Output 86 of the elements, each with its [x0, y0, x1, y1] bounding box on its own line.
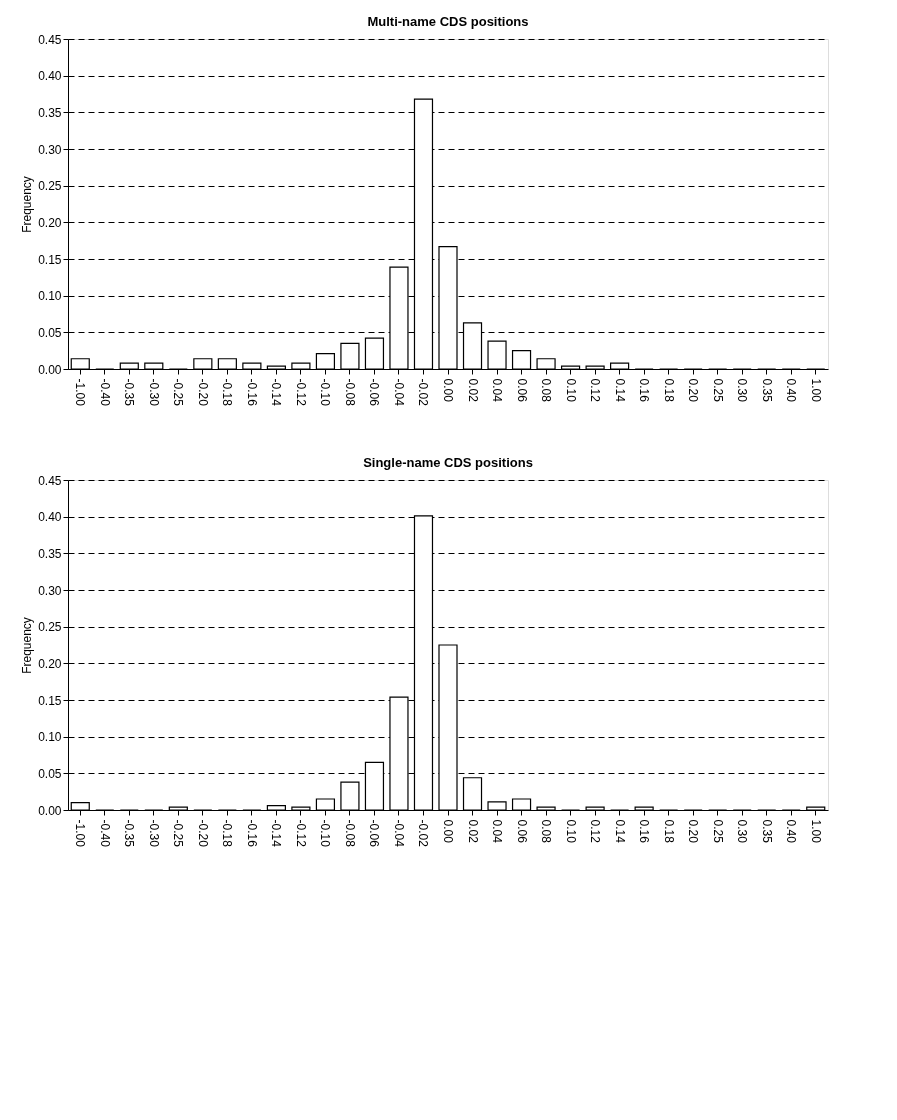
- y-tick-label: 0.25: [38, 179, 62, 194]
- y-tick-label: 0.45: [38, 32, 62, 47]
- y-tick-label: 0.05: [38, 325, 62, 340]
- x-tick-label: 0.12: [588, 378, 603, 403]
- x-tick-label: -1.00: [73, 378, 88, 407]
- x-tick-label: -0.40: [97, 378, 112, 407]
- y-tick-label: 0.20: [38, 215, 62, 230]
- x-tick-label: -0.08: [342, 378, 357, 407]
- x-tick-label: 0.18: [661, 819, 676, 844]
- x-tick-label: 0.35: [759, 819, 774, 844]
- y-tick-label: 0.00: [38, 362, 62, 377]
- x-tick-label: -0.12: [293, 378, 308, 407]
- x-tick-label: -0.02: [416, 819, 431, 848]
- x-tick-label: 0.40: [784, 378, 799, 403]
- x-tick-label: 0.10: [563, 378, 578, 403]
- x-tick-label: 0.35: [759, 378, 774, 403]
- x-tick-label: -0.20: [195, 819, 210, 848]
- y-tick-label: 0.40: [38, 510, 62, 525]
- chart-title: Multi-name CDS positions: [367, 14, 529, 29]
- x-tick-label: -0.12: [293, 819, 308, 848]
- y-tick-label: 0.15: [38, 252, 62, 267]
- x-tick-label: 0.02: [465, 378, 480, 403]
- x-tick-label: -0.04: [391, 378, 406, 407]
- x-tick-label: 0.08: [539, 378, 554, 403]
- x-tick-label: 0.16: [637, 378, 652, 403]
- x-tick-label: -0.30: [146, 378, 161, 407]
- x-tick-label: -0.10: [318, 378, 333, 407]
- x-tick-label: -0.35: [122, 819, 137, 848]
- x-tick-label: 0.04: [490, 819, 505, 844]
- x-tick-label: -0.40: [97, 819, 112, 848]
- y-tick-label: 0.30: [38, 142, 62, 157]
- x-tick-label: 0.00: [441, 378, 455, 403]
- x-tick-label: -0.16: [244, 378, 259, 407]
- y-axis-title: Frequency: [20, 617, 35, 674]
- y-tick-label: 0.10: [38, 289, 62, 304]
- x-tick-label: 0.02: [465, 819, 480, 844]
- x-tick-label: -0.10: [318, 819, 333, 848]
- y-tick-label: 0.45: [38, 473, 62, 488]
- x-tick-label: 0.40: [784, 819, 799, 844]
- y-tick-label: 0.20: [38, 656, 62, 671]
- x-tick-label: -0.35: [122, 378, 137, 407]
- x-tick-label: -0.16: [244, 819, 259, 848]
- x-tick-label: 0.12: [588, 819, 603, 844]
- x-tick-label: 1.00: [808, 819, 823, 844]
- x-tick-label: -0.06: [367, 819, 382, 848]
- y-tick-label: 0.35: [38, 105, 62, 120]
- x-tick-label: 0.30: [735, 378, 750, 403]
- x-tick-label: -0.25: [171, 378, 186, 407]
- x-tick-label: 0.10: [563, 819, 578, 844]
- x-tick-label: 0.00: [441, 819, 455, 844]
- x-tick-label: 0.08: [539, 819, 554, 844]
- x-tick-label: 0.25: [710, 378, 725, 403]
- y-tick-label: 0.15: [38, 693, 62, 708]
- x-tick-label: -0.02: [416, 378, 431, 407]
- x-tick-label: -0.14: [269, 378, 284, 407]
- y-tick-label: 0.30: [38, 583, 62, 598]
- x-tick-label: -0.14: [269, 819, 284, 848]
- y-tick-label: 0.05: [38, 766, 62, 781]
- y-tick-label: 0.25: [38, 620, 62, 635]
- y-tick-label: 0.35: [38, 546, 62, 561]
- y-tick-label: 0.00: [38, 803, 62, 818]
- y-tick-label: 0.10: [38, 730, 62, 745]
- x-tick-label: 0.16: [637, 819, 652, 844]
- chart-title: Single-name CDS positions: [363, 455, 533, 470]
- x-tick-label: -0.06: [367, 378, 382, 407]
- x-tick-label: -0.25: [171, 819, 186, 848]
- x-tick-label: -0.08: [342, 819, 357, 848]
- x-tick-label: -1.00: [73, 819, 88, 848]
- x-tick-label: 0.18: [661, 378, 676, 403]
- y-tick-label: 0.40: [38, 69, 62, 84]
- x-tick-label: 0.14: [612, 819, 627, 844]
- x-tick-label: -0.30: [146, 819, 161, 848]
- x-tick-label: 0.20: [686, 819, 701, 844]
- x-tick-label: -0.18: [220, 378, 235, 407]
- x-tick-label: 0.20: [686, 378, 701, 403]
- x-tick-label: 1.00: [808, 378, 823, 403]
- x-tick-label: 0.06: [514, 378, 529, 403]
- y-axis-title: Frequency: [20, 176, 35, 233]
- x-tick-label: -0.18: [220, 819, 235, 848]
- x-tick-label: 0.06: [514, 819, 529, 844]
- x-tick-label: 0.30: [735, 819, 750, 844]
- x-tick-label: -0.20: [195, 378, 210, 407]
- x-tick-label: 0.04: [490, 378, 505, 403]
- x-tick-label: -0.04: [391, 819, 406, 848]
- x-tick-label: 0.25: [710, 819, 725, 844]
- x-tick-label: 0.14: [612, 378, 627, 403]
